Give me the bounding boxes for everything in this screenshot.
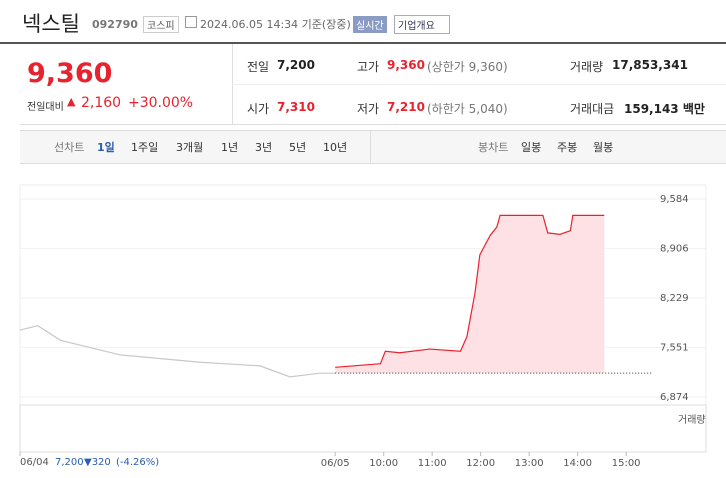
field-value: 17,853,341 [612, 58, 688, 72]
y-tick-label: 7,551 [660, 343, 689, 354]
tab-label: 봉차트 [478, 141, 509, 154]
field-label: 고가 [357, 60, 380, 74]
price-line [19, 325, 336, 378]
tab-divider [370, 131, 371, 163]
overview[interactable]: 기업개요 [394, 15, 450, 34]
x-tick-label: 11:00 [418, 458, 447, 469]
realtime[interactable]: 실시간 [353, 16, 387, 33]
field-label: 거래량 [570, 60, 604, 74]
x-tick-label: 12:00 [466, 458, 495, 469]
field-note: (상한가 9,360) [427, 60, 508, 74]
y-tick-label: 8,906 [660, 244, 689, 255]
field-label: 전일 [247, 60, 270, 74]
up-icon: ▲ [67, 95, 76, 108]
field-value: 9,360 [387, 58, 425, 72]
x-tick-label: 15:00 [612, 458, 641, 469]
field-label: 거래대금 [570, 102, 615, 116]
field-value: 7,210 [387, 100, 425, 114]
tab[interactable]: 1주일 [131, 141, 159, 154]
y-tick-label: 9,584 [660, 194, 689, 205]
y-tick-label: 6,874 [660, 392, 689, 403]
tab[interactable]: 10년 [323, 141, 348, 154]
market: 코스피 [143, 16, 179, 33]
row-divider [232, 84, 726, 85]
change-rate: +30.00% [128, 95, 194, 111]
change-label: 전일대비 [27, 102, 64, 113]
x-tick-label: 10:00 [369, 458, 398, 469]
tab-label: 선차트 [54, 141, 85, 154]
title: 넥스틸 [22, 12, 80, 36]
footer-date: 06/04 [20, 457, 49, 468]
time: 2024.06.05 14:34 기준(장중) [200, 18, 351, 31]
field-note: (하한가 5,040) [427, 102, 508, 116]
footer-price: 7,200 [55, 457, 84, 468]
x-tick-label: 06/05 [321, 458, 350, 469]
y-tick-label: 8,229 [660, 293, 689, 304]
volume-label: 거래량 [678, 414, 706, 426]
tab[interactable]: 1일 [97, 141, 115, 154]
field-value: 7,310 [277, 100, 315, 114]
field-label: 저가 [357, 102, 380, 116]
area [335, 215, 605, 374]
code: 092790 [92, 18, 138, 31]
x-tick-label: 14:00 [563, 458, 592, 469]
footer-rate: (-4.26%) [116, 457, 160, 468]
field-value: 7,200 [277, 58, 315, 72]
price: 9,360 [27, 58, 113, 89]
tab[interactable]: 5년 [289, 141, 307, 154]
tab[interactable]: 3년 [255, 141, 273, 154]
divider [0, 42, 726, 44]
x-tick-label: 13:00 [515, 458, 544, 469]
footer-change: ▼320 [84, 457, 111, 468]
tab[interactable]: 1년 [221, 141, 239, 154]
clock-icon [185, 16, 197, 28]
change: 2,160 [81, 95, 122, 111]
tab[interactable]: 주봉 [557, 141, 578, 154]
volume-frame [19, 404, 707, 453]
tab-bar [20, 130, 726, 164]
field-value: 159,143 백만 [624, 102, 705, 116]
price-line [335, 214, 605, 368]
tab[interactable]: 3개월 [176, 141, 204, 154]
tab[interactable]: 월봉 [593, 141, 614, 154]
row-divider [232, 124, 726, 125]
tab[interactable]: 일봉 [521, 141, 542, 154]
field-label: 시가 [247, 102, 270, 116]
